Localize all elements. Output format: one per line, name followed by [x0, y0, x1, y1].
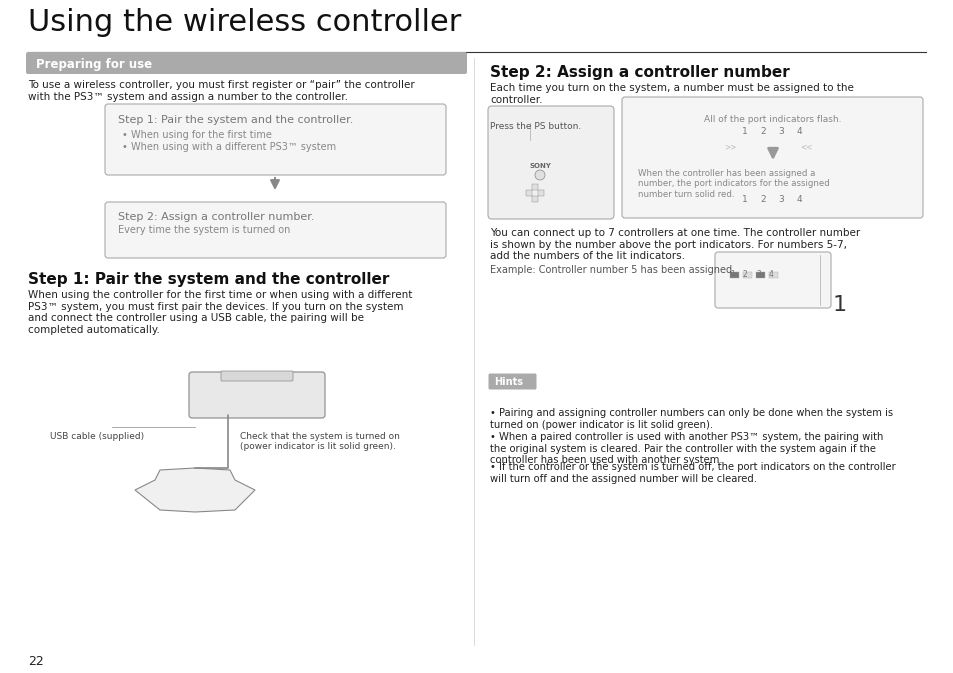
- Text: You can connect up to 7 controllers at one time. The controller number
is shown : You can connect up to 7 controllers at o…: [490, 228, 860, 261]
- Text: Every time the system is turned on: Every time the system is turned on: [118, 225, 290, 235]
- Text: • If the controller or the system is turned off, the port indicators on the cont: • If the controller or the system is tur…: [490, 462, 895, 484]
- Text: 4: 4: [796, 127, 801, 136]
- Text: 3: 3: [755, 270, 760, 279]
- Text: USB cable (supplied): USB cable (supplied): [50, 432, 144, 441]
- Bar: [793, 137, 802, 146]
- Text: • When using with a different PS3™ system: • When using with a different PS3™ syste…: [122, 142, 335, 152]
- Text: 4: 4: [768, 270, 773, 279]
- Text: Step 2: Assign a controller number.: Step 2: Assign a controller number.: [118, 212, 314, 222]
- Bar: [775, 137, 784, 146]
- FancyBboxPatch shape: [488, 374, 536, 390]
- Text: 1: 1: [832, 295, 846, 315]
- Bar: [768, 272, 778, 278]
- Text: 4: 4: [796, 195, 801, 204]
- Text: Press the PS button.: Press the PS button.: [490, 122, 580, 131]
- Text: <<: <<: [800, 142, 812, 151]
- Bar: [532, 184, 537, 190]
- FancyBboxPatch shape: [621, 97, 923, 218]
- Text: SONY: SONY: [529, 163, 551, 169]
- Bar: [532, 196, 537, 202]
- Text: Each time you turn on the system, a number must be assigned to the
controller.: Each time you turn on the system, a numb…: [490, 83, 853, 104]
- Text: Example: Controller number 5 has been assigned.: Example: Controller number 5 has been as…: [490, 265, 735, 275]
- Text: 1: 1: [729, 270, 734, 279]
- Bar: [758, 137, 766, 146]
- Bar: [740, 137, 748, 146]
- Bar: [775, 201, 784, 208]
- Bar: [525, 190, 532, 196]
- Text: 3: 3: [778, 127, 783, 136]
- FancyBboxPatch shape: [189, 372, 325, 418]
- Text: >>: >>: [723, 142, 736, 151]
- Bar: [729, 272, 739, 278]
- Text: 2: 2: [760, 127, 765, 136]
- Text: • When using for the first time: • When using for the first time: [122, 130, 272, 140]
- Text: Step 2: Assign a controller number: Step 2: Assign a controller number: [490, 65, 789, 80]
- Bar: [740, 201, 748, 208]
- Text: Check that the system is turned on
(power indicator is lit solid green).: Check that the system is turned on (powe…: [240, 432, 399, 452]
- Text: When using the controller for the first time or when using with a different
PS3™: When using the controller for the first …: [28, 290, 412, 334]
- Text: 1: 1: [741, 127, 747, 136]
- FancyBboxPatch shape: [221, 371, 293, 381]
- FancyBboxPatch shape: [488, 106, 614, 219]
- Text: 1: 1: [741, 195, 747, 204]
- FancyBboxPatch shape: [714, 252, 830, 308]
- Text: Preparing for use: Preparing for use: [36, 58, 152, 71]
- FancyBboxPatch shape: [26, 52, 467, 74]
- Text: 2: 2: [742, 270, 747, 279]
- Polygon shape: [135, 468, 254, 512]
- Text: 2: 2: [760, 195, 765, 204]
- Text: All of the port indicators flash.: All of the port indicators flash.: [703, 115, 841, 124]
- Text: • Pairing and assigning controller numbers can only be done when the system is
t: • Pairing and assigning controller numbe…: [490, 408, 892, 429]
- FancyBboxPatch shape: [105, 202, 446, 258]
- Bar: [537, 190, 543, 196]
- Bar: [793, 201, 802, 208]
- Text: Step 1: Pair the system and the controller.: Step 1: Pair the system and the controll…: [118, 115, 353, 125]
- Bar: [758, 201, 766, 208]
- Text: 22: 22: [28, 655, 44, 668]
- Text: 3: 3: [778, 195, 783, 204]
- Text: Hints: Hints: [494, 377, 522, 387]
- Bar: [755, 272, 764, 278]
- Text: Using the wireless controller: Using the wireless controller: [28, 8, 461, 37]
- Bar: [742, 272, 751, 278]
- Text: Step 1: Pair the system and the controller: Step 1: Pair the system and the controll…: [28, 272, 389, 287]
- FancyBboxPatch shape: [105, 104, 446, 175]
- Text: To use a wireless controller, you must first register or “pair” the controller
w: To use a wireless controller, you must f…: [28, 80, 415, 102]
- Text: When the controller has been assigned a
number, the port indicators for the assi: When the controller has been assigned a …: [638, 169, 829, 199]
- Text: • When a paired controller is used with another PS3™ system, the pairing with
th: • When a paired controller is used with …: [490, 432, 882, 465]
- Circle shape: [535, 170, 544, 180]
